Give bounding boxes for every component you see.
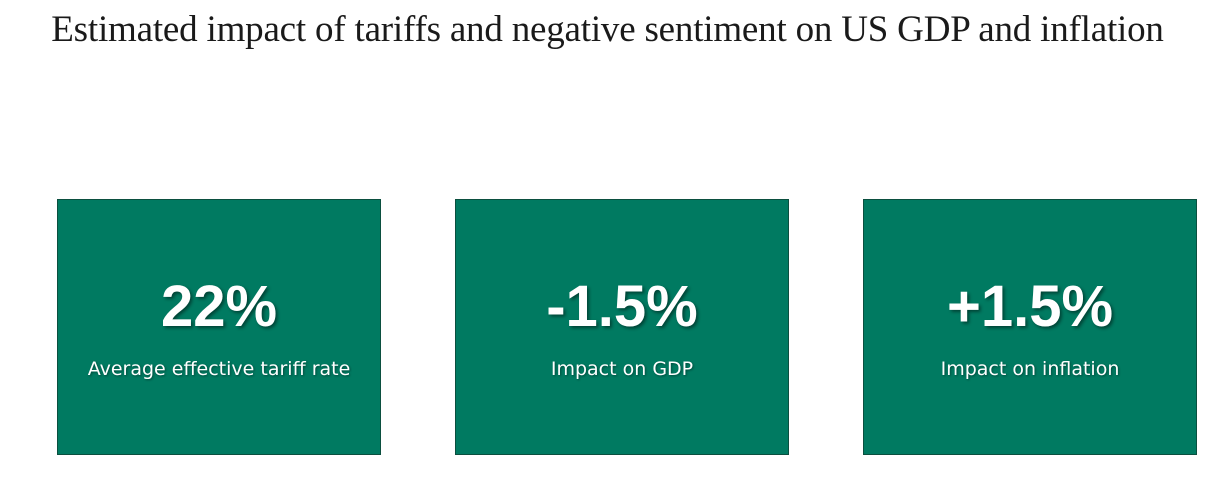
stat-card-tariff-rate: 22% Average effective tariff rate: [57, 199, 381, 455]
stat-card-gdp-impact: -1.5% Impact on GDP: [455, 199, 789, 455]
stat-label: Impact on inflation: [940, 358, 1120, 380]
page-title: Estimated impact of tariffs and negative…: [51, 9, 1164, 50]
stat-card-inflation-impact: +1.5% Impact on inflation: [863, 199, 1197, 455]
stat-value: +1.5%: [946, 274, 1114, 339]
stat-label: Average effective tariff rate: [87, 358, 351, 380]
stat-value: 22%: [160, 274, 278, 339]
stat-value: -1.5%: [546, 274, 698, 339]
stat-label: Impact on GDP: [550, 358, 694, 380]
